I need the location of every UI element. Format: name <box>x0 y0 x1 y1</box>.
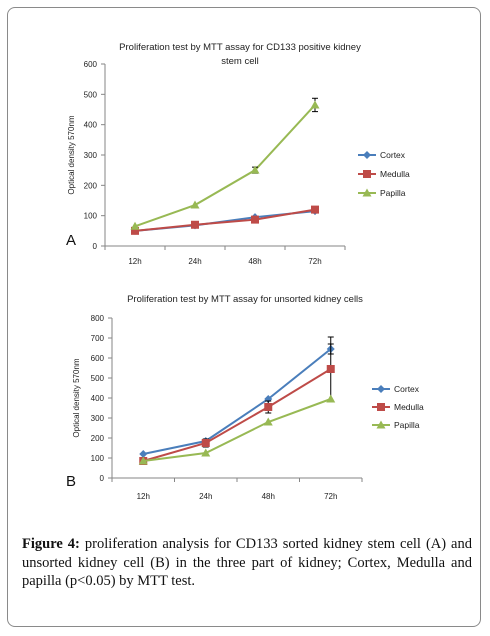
chart-b-legend-label-cortex: Cortex <box>394 384 420 394</box>
chart-b-legend-label-medulla: Medulla <box>394 402 424 412</box>
chart-b-point-papilla <box>263 417 273 426</box>
chart-a-legend-marker-papilla <box>362 188 372 197</box>
chart-a-point-papilla <box>190 200 200 209</box>
chart-a-y-tick-label: 600 <box>84 60 98 69</box>
chart-a-point-medulla <box>131 226 139 235</box>
figure-caption: Figure 4: proliferation analysis for CD1… <box>22 535 472 591</box>
chart-a-panel-label: A <box>66 232 76 249</box>
chart-b-panel-label: B <box>66 473 76 490</box>
chart-a-legend-label-cortex: Cortex <box>380 150 406 160</box>
chart-b-x-tick-label: 48h <box>262 492 275 501</box>
chart-a-y-tick-label: 0 <box>93 242 98 251</box>
chart-a-point-medulla <box>311 205 319 214</box>
chart-a-y-tick-label: 100 <box>84 212 98 221</box>
chart-a-title-line: stem cell <box>221 56 258 67</box>
chart-a-x-tick-label: 24h <box>188 257 201 266</box>
chart-b-legend-marker-cortex <box>377 385 385 393</box>
chart-b-y-tick-label: 800 <box>91 314 105 323</box>
chart-b-x-tick-label: 24h <box>199 492 212 501</box>
chart-b-y-tick-label: 700 <box>91 334 105 343</box>
chart-b-y-tick-label: 100 <box>91 454 105 463</box>
chart-b-point-papilla <box>201 448 211 457</box>
chart-a-legend-marker-medulla <box>363 170 371 178</box>
chart-b-point-medulla <box>201 439 210 447</box>
chart-a-y-tick-label: 400 <box>84 121 98 130</box>
chart-a-point-medulla <box>191 220 199 229</box>
chart-a-point-papilla <box>130 221 140 230</box>
figure-frame <box>7 7 481 627</box>
chart-b-title-line: Proliferation test by MTT assay for unso… <box>127 294 363 305</box>
chart-b-series-line-papilla <box>143 398 332 462</box>
chart-b-y-tick-label: 0 <box>100 474 105 483</box>
chart-a-legend-label-medulla: Medulla <box>380 169 410 179</box>
chart-a-x-tick-label: 12h <box>128 257 141 266</box>
chart-b-y-label: Optical density 570nm <box>72 358 81 437</box>
chart-b-y-tick-label: 600 <box>91 354 105 363</box>
chart-a: Proliferation test by MTT assay for CD13… <box>66 42 410 266</box>
chart-b-x-tick-label: 72h <box>324 492 337 501</box>
caption-text: proliferation analysis for CD133 sorted … <box>22 536 472 589</box>
chart-a-point-papilla <box>310 100 320 109</box>
chart-a-title-line: Proliferation test by MTT assay for CD13… <box>119 42 361 53</box>
chart-b-point-medulla <box>264 403 273 411</box>
chart-a-point-medulla <box>251 215 259 224</box>
chart-a-y-label: Optical density 570nm <box>67 115 76 194</box>
chart-a-x-tick-label: 48h <box>248 257 261 266</box>
chart-b-series-line-medulla <box>142 368 332 462</box>
chart-b-y-tick-label: 400 <box>91 394 105 403</box>
chart-b-series-line-cortex <box>143 348 332 455</box>
chart-b-legend-label-papilla: Papilla <box>394 420 420 430</box>
chart-a-series-line-medulla <box>134 208 316 232</box>
chart-b-point-medulla <box>326 365 335 373</box>
chart-b-point-papilla <box>326 394 336 403</box>
chart-a-y-tick-label: 300 <box>84 151 98 160</box>
chart-a-x-tick-label: 72h <box>308 257 321 266</box>
chart-a-point-papilla <box>250 165 260 174</box>
chart-b-point-papilla <box>138 456 148 465</box>
chart-a-legend-label-papilla: Papilla <box>380 188 406 198</box>
caption-label: Figure 4: <box>22 536 80 552</box>
chart-b: Proliferation test by MTT assay for unso… <box>66 294 424 501</box>
chart-a-y-tick-label: 500 <box>84 90 98 99</box>
chart-b-y-tick-label: 500 <box>91 374 105 383</box>
chart-b-y-tick-label: 300 <box>91 414 105 423</box>
chart-b-legend-marker-papilla <box>376 420 386 429</box>
chart-b-legend-marker-medulla <box>377 403 385 411</box>
chart-a-legend-marker-cortex <box>363 151 371 159</box>
chart-b-x-tick-label: 12h <box>137 492 150 501</box>
chart-b-y-tick-label: 200 <box>91 434 105 443</box>
chart-b-point-cortex <box>139 450 148 458</box>
chart-a-series-line-papilla <box>134 104 316 228</box>
chart-a-y-tick-label: 200 <box>84 181 98 190</box>
